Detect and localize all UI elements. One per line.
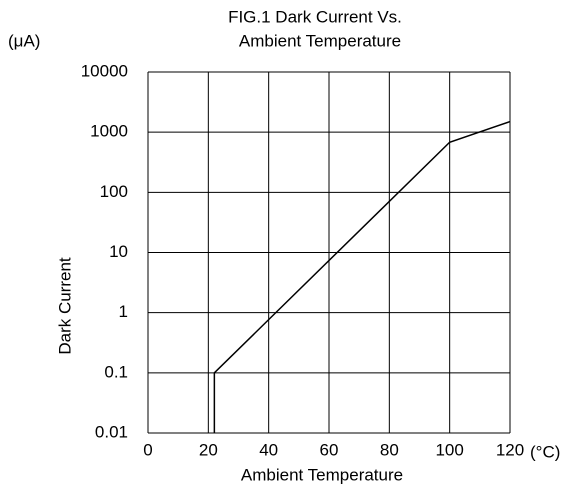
y-tick-label: 0.01 xyxy=(95,422,128,441)
y-axis-label: Dark Current xyxy=(55,257,74,355)
y-tick-label: 100 xyxy=(100,182,128,201)
x-tick-label: 20 xyxy=(199,440,218,459)
y-tick-label: 1 xyxy=(119,302,128,321)
x-tick-label: 80 xyxy=(380,440,399,459)
x-tick-label: 100 xyxy=(435,440,463,459)
x-tick-label: 120 xyxy=(496,440,524,459)
x-tick-label: 0 xyxy=(143,440,152,459)
x-tick-label: 40 xyxy=(259,440,278,459)
chart-title: Ambient Temperature xyxy=(239,31,401,50)
data-line xyxy=(213,120,511,433)
chart-title: FIG.1 Dark Current Vs. xyxy=(228,7,402,26)
y-tick-label: 10000 xyxy=(81,61,128,80)
y-tick-label: 10 xyxy=(109,242,128,261)
y-tick-label: 0.1 xyxy=(104,362,128,381)
x-unit: (°C) xyxy=(530,442,560,461)
y-unit: (μA) xyxy=(8,31,40,50)
x-axis-label: Ambient Temperature xyxy=(241,465,403,484)
x-tick-label: 60 xyxy=(320,440,339,459)
y-tick-label: 1000 xyxy=(90,122,128,141)
